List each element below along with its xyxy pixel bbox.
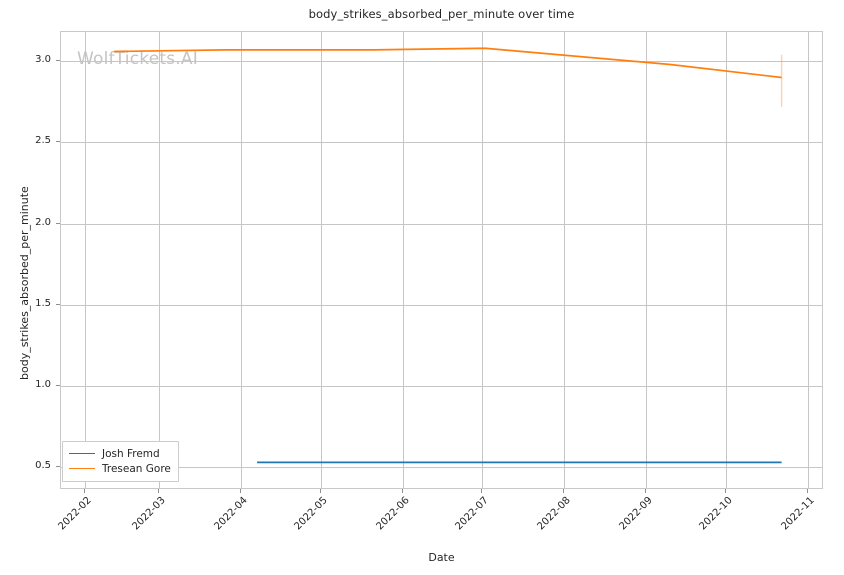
y-tick-mark <box>56 222 60 224</box>
y-tick-label: 2.0 <box>35 216 51 228</box>
y-tick-label: 1.5 <box>35 297 51 309</box>
y-axis-label: body_strikes_absorbed_per_minute <box>18 186 31 380</box>
y-tick-mark <box>56 385 60 387</box>
x-tick-mark <box>724 489 726 493</box>
gridline-horizontal <box>61 467 822 469</box>
gridline-vertical <box>646 32 648 488</box>
legend-item[interactable]: Josh Fremd <box>69 446 171 461</box>
y-tick-label: 2.5 <box>35 135 51 147</box>
legend-label: Josh Fremd <box>102 447 160 460</box>
x-tick-label: 2022-05 <box>292 495 330 533</box>
chart-title: body_strikes_absorbed_per_minute over ti… <box>308 7 575 21</box>
legend-label: Tresean Gore <box>102 462 171 475</box>
gridline-vertical <box>725 32 727 488</box>
gridline-horizontal <box>61 223 822 225</box>
y-tick-mark <box>56 466 60 468</box>
gridline-horizontal <box>61 142 822 144</box>
x-tick-mark <box>401 489 403 493</box>
gridline-vertical <box>482 32 484 488</box>
x-tick-mark <box>158 489 160 493</box>
x-tick-label: 2022-07 <box>453 495 492 533</box>
x-tick-label: 2022-10 <box>697 495 735 533</box>
gridline-vertical <box>84 32 86 488</box>
gridline-vertical <box>808 32 810 488</box>
y-tick-label: 1.0 <box>35 379 51 391</box>
chart-legend: Josh Fremd Tresean Gore <box>62 441 179 482</box>
watermark-text: WolfTickets.AI <box>77 49 198 69</box>
x-tick-mark <box>563 489 565 493</box>
gridline-horizontal <box>61 61 822 63</box>
gridline-horizontal <box>61 304 822 306</box>
x-tick-mark <box>807 489 809 493</box>
gridline-vertical <box>159 32 161 488</box>
x-tick-mark <box>481 489 483 493</box>
x-axis-label: Date <box>428 551 455 564</box>
x-tick-mark <box>645 489 647 493</box>
x-tick-mark <box>83 489 85 493</box>
x-tick-label: 2022-06 <box>374 495 412 533</box>
y-tick-mark <box>56 141 60 143</box>
x-tick-label: 2022-03 <box>130 495 168 533</box>
gridline-vertical <box>564 32 566 488</box>
y-tick-label: 3.0 <box>35 54 51 66</box>
y-tick-mark <box>56 303 60 305</box>
x-tick-label: 2022-11 <box>779 495 817 533</box>
x-tick-label: 2022-02 <box>56 495 94 533</box>
x-tick-mark <box>319 489 321 493</box>
series-line <box>113 47 782 79</box>
gridline-vertical <box>320 32 322 488</box>
legend-color-swatch <box>69 453 95 454</box>
series-plot <box>113 47 783 464</box>
gridline-horizontal <box>61 386 822 388</box>
x-tick-mark <box>240 489 242 493</box>
x-tick-label: 2022-04 <box>212 495 250 533</box>
gridline-vertical <box>241 32 243 488</box>
legend-color-swatch <box>69 468 95 469</box>
gridline-vertical <box>402 32 404 488</box>
legend-item[interactable]: Tresean Gore <box>69 461 171 476</box>
y-tick-mark <box>56 60 60 62</box>
x-tick-label: 2022-08 <box>535 495 574 533</box>
plot-area: WolfTickets.AI <box>60 31 823 489</box>
x-tick-label: 2022-09 <box>617 495 656 533</box>
y-tick-label: 0.5 <box>35 460 51 472</box>
